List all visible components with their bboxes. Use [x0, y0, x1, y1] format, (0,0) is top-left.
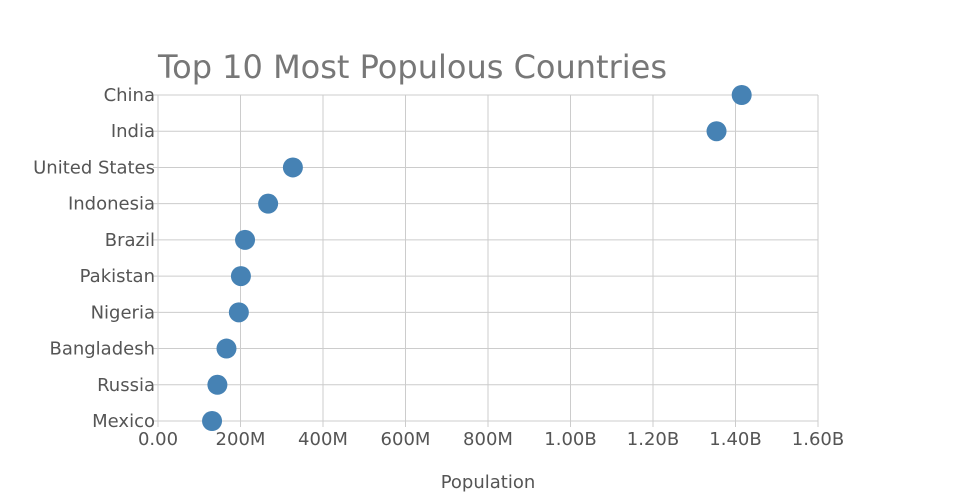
grid-layer — [157, 94, 819, 422]
marker-layer — [202, 85, 752, 431]
y-category-label: Mexico — [92, 411, 155, 432]
x-tick-label: 1.40B — [709, 429, 761, 450]
data-point-brazil — [235, 229, 256, 250]
x-tick-label: 600M — [381, 429, 431, 450]
x-tick-label: 1.60B — [792, 429, 844, 450]
axis-layer: 0.00 200M 400M 600M 800M 1.00B 1.20B 1.40B 1.60B… — [33, 85, 844, 450]
y-category-label: United States — [33, 157, 155, 178]
y-category-label: Pakistan — [80, 266, 155, 287]
data-point-united-states — [282, 157, 303, 178]
y-category-label: Brazil — [105, 230, 155, 251]
data-point-china — [731, 85, 752, 105]
y-category-label: Russia — [97, 375, 155, 396]
data-point-indonesia — [258, 193, 279, 214]
data-point-pakistan — [230, 266, 251, 287]
y-category-label: Nigeria — [91, 302, 155, 323]
data-point-nigeria — [228, 302, 249, 323]
y-category-label: Indonesia — [68, 194, 155, 215]
data-point-mexico — [202, 411, 223, 431]
x-axis-title: Population — [441, 472, 536, 493]
x-tick-label: 800M — [463, 429, 513, 450]
x-tick-label: 1.00B — [544, 429, 596, 450]
y-category-label: China — [104, 85, 155, 106]
data-point-bangladesh — [216, 338, 237, 359]
data-point-india — [706, 121, 727, 142]
y-category-label: India — [111, 121, 155, 142]
x-tick-label: 400M — [298, 429, 348, 450]
y-category-label: Bangladesh — [49, 339, 155, 360]
data-point-russia — [207, 374, 228, 395]
x-tick-label: 200M — [216, 429, 266, 450]
x-tick-label: 1.20B — [627, 429, 679, 450]
chart-title: Top 10 Most Populous Countries — [157, 48, 667, 86]
x-tick-label: 0.00 — [138, 429, 178, 450]
